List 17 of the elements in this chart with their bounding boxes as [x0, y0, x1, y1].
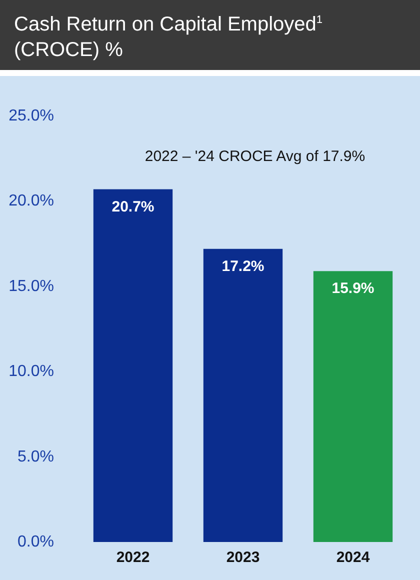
bar [203, 248, 283, 542]
y-tick-label: 0.0% [18, 534, 54, 550]
bar [313, 271, 393, 542]
y-tick-label: 15.0% [8, 278, 54, 295]
x-tick-label: 2023 [226, 549, 260, 566]
y-tick-label: 25.0% [8, 108, 54, 124]
y-tick-label: 10.0% [8, 363, 54, 380]
data-label: 15.9% [332, 280, 374, 298]
data-label: 20.7% [112, 198, 154, 216]
bar [93, 189, 173, 542]
y-tick-label: 20.0% [8, 192, 54, 210]
y-tick-label: 5.0% [18, 448, 54, 466]
x-tick-label: 2024 [336, 549, 370, 566]
data-label: 17.2% [222, 258, 264, 275]
annotation: 2022 – '24 CROCE Avg of 17.9% [144, 148, 366, 165]
x-tick-label: 2022 [116, 549, 150, 566]
chart-title: Cash Return on Capital Employed$^{1}$ (CROCE) % [14, 14, 323, 61]
